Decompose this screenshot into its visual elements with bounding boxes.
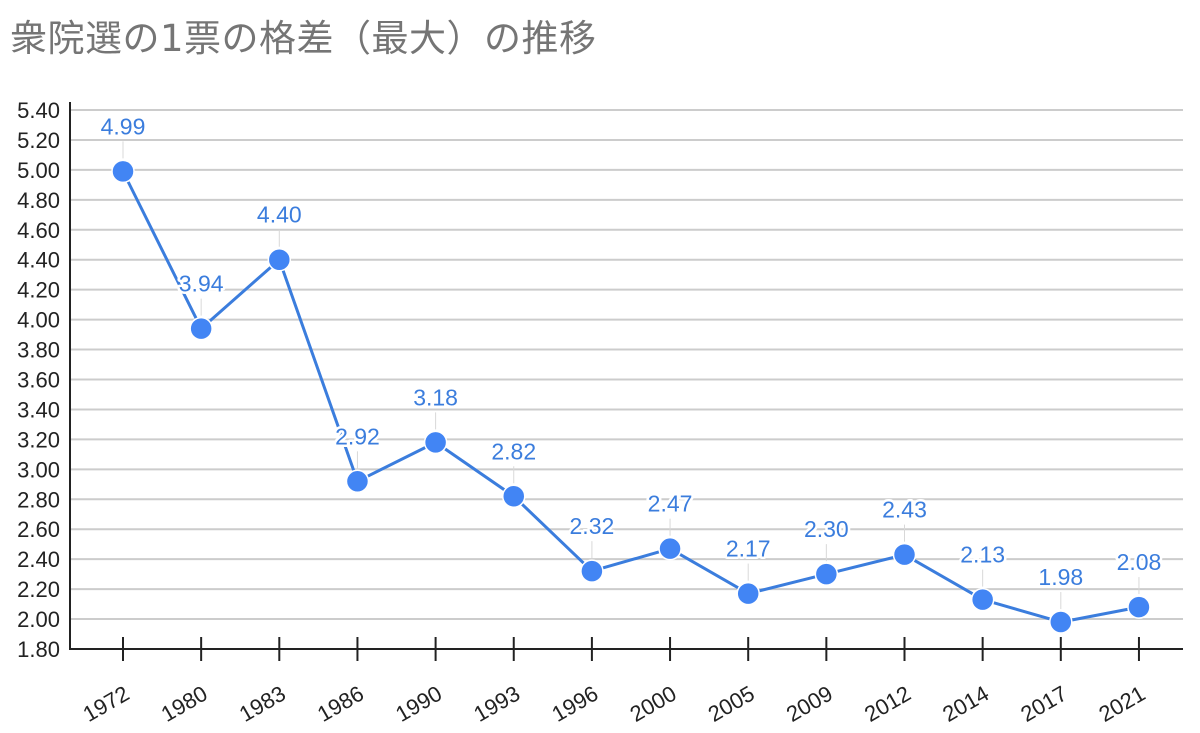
gridlines xyxy=(70,109,1183,621)
y-tick-label: 5.40 xyxy=(17,98,60,123)
x-axis-ticks: 1972 1980 1983 1986 1990 1993 1996 2000 2005 2009… xyxy=(79,637,1150,727)
x-tick-label: 2009 xyxy=(782,681,837,727)
y-tick-label: 4.60 xyxy=(17,218,60,243)
series-line xyxy=(121,170,1140,624)
data-label: 4.40 xyxy=(257,202,302,228)
data-point xyxy=(502,484,526,509)
x-tick-label: 2005 xyxy=(704,681,759,727)
data-point xyxy=(111,159,135,184)
x-tick-label: 2021 xyxy=(1095,681,1150,727)
data-label: 2.30 xyxy=(804,516,849,542)
y-tick-label: 2.60 xyxy=(17,517,60,542)
x-tick-label: 2012 xyxy=(860,681,915,727)
data-point xyxy=(1127,595,1151,619)
y-tick-label: 5.20 xyxy=(17,128,60,153)
data-point xyxy=(423,430,448,455)
data-point xyxy=(1049,610,1073,634)
y-tick-label: 2.40 xyxy=(17,547,60,572)
data-label: 2.08 xyxy=(1117,549,1162,575)
y-tick-label: 4.80 xyxy=(17,188,60,213)
data-point xyxy=(892,542,917,567)
x-tick-label: 1993 xyxy=(469,681,524,727)
chart-title: 衆院選の1票の格差（最大）の推移 xyxy=(10,17,597,60)
y-tick-label: 1.80 xyxy=(17,637,60,662)
data-label: 1.98 xyxy=(1038,564,1083,590)
data-label: 2.47 xyxy=(648,491,693,517)
axes xyxy=(69,102,1183,650)
x-tick-label: 2014 xyxy=(938,681,993,727)
data-point xyxy=(189,316,213,341)
y-tick-label: 3.40 xyxy=(17,397,60,422)
data-point xyxy=(345,469,370,494)
y-axis-ticks: 1.80 2.00 2.20 2.40 2.60 2.80 3.00 3.20 3.40 3.60… xyxy=(17,98,60,662)
data-points xyxy=(111,159,1151,634)
data-label: 4.99 xyxy=(101,113,146,139)
x-tick-label: 1983 xyxy=(235,681,290,727)
data-label: 2.17 xyxy=(726,536,771,562)
data-labels: 4.99 3.94 4.40 2.92 3.18 2.82 2.32 2.47 2.17 2.30… xyxy=(98,111,1164,593)
data-label: 2.92 xyxy=(335,423,380,449)
data-label: 2.43 xyxy=(882,497,927,523)
y-tick-label: 3.00 xyxy=(17,457,60,482)
data-label: 2.82 xyxy=(491,438,536,464)
y-tick-label: 2.80 xyxy=(17,487,60,512)
data-point xyxy=(736,581,760,606)
data-point xyxy=(267,247,292,272)
data-label: 3.94 xyxy=(179,271,224,297)
x-tick-label: 1980 xyxy=(157,681,212,727)
data-label: 2.13 xyxy=(960,542,1005,568)
x-tick-label: 2000 xyxy=(626,681,681,727)
x-tick-label: 1972 xyxy=(79,681,134,727)
data-label: 2.32 xyxy=(570,513,615,539)
data-point xyxy=(970,587,995,612)
y-tick-label: 3.60 xyxy=(17,368,60,393)
y-tick-label: 5.00 xyxy=(17,158,60,183)
y-tick-label: 3.20 xyxy=(17,427,60,452)
data-label: 3.18 xyxy=(413,384,458,410)
series-line xyxy=(121,170,1140,624)
x-tick-label: 1990 xyxy=(391,681,446,727)
y-tick-label: 2.00 xyxy=(17,607,60,632)
data-point xyxy=(658,536,682,561)
y-tick-label: 2.20 xyxy=(17,577,60,602)
y-tick-label: 4.40 xyxy=(17,248,60,273)
y-tick-label: 3.80 xyxy=(17,338,60,363)
x-tick-label: 1996 xyxy=(548,681,603,727)
y-tick-label: 4.00 xyxy=(17,308,60,333)
data-point xyxy=(814,562,839,586)
y-tick-label: 4.20 xyxy=(17,278,60,303)
label-leaders xyxy=(122,141,1140,610)
x-tick-label: 1986 xyxy=(313,681,368,727)
data-point xyxy=(580,559,604,583)
x-tick-label: 2017 xyxy=(1016,681,1071,727)
